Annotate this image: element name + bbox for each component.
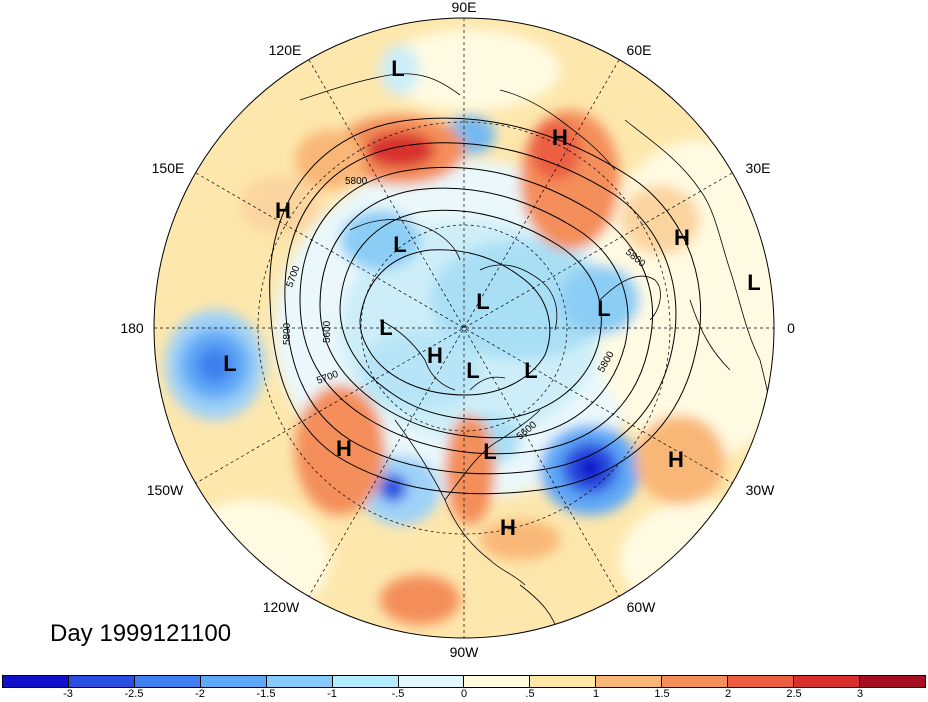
colorbar-tick-label: 1: [592, 688, 600, 700]
colorbar-swatch: [200, 676, 267, 687]
pressure-center-marker: L: [391, 56, 404, 81]
pressure-center-marker: H: [427, 343, 443, 368]
colorbar-tick-label: 2: [724, 688, 732, 700]
lon-label-60e: 60E: [627, 42, 652, 58]
colorbar-swatch: [794, 676, 860, 687]
colorbar-swatch: [530, 676, 597, 687]
lon-label-60w: 60W: [627, 599, 657, 615]
anomaly-field: [154, 18, 774, 638]
colorbar-swatch: [596, 676, 663, 687]
lon-label-30w: 30W: [746, 482, 776, 498]
lon-label-30e: 30E: [746, 160, 771, 176]
lon-label-120e: 120E: [269, 42, 302, 58]
height-contours: [269, 117, 702, 495]
colorbar-swatch: [332, 676, 399, 687]
pressure-center-marker: L: [466, 358, 479, 383]
colorbar-tick-label: -1.5: [256, 688, 276, 700]
longitude-labels: 90E 60E 30E 0 30W 60W 90W 120W 150W 180 …: [120, 0, 795, 660]
colorbar-swatch: [728, 676, 795, 687]
colorbar-swatch: [398, 676, 465, 687]
pressure-center-marker: L: [393, 232, 406, 257]
pressure-center-marker: H: [668, 447, 684, 472]
lon-label-90w: 90W: [450, 644, 480, 660]
pressure-center-marker: H: [275, 198, 291, 223]
pressure-center-marker: L: [597, 296, 610, 321]
pressure-center-marker: L: [223, 351, 236, 376]
colorbar-swatch: [662, 676, 729, 687]
lon-label-150e: 150E: [152, 160, 185, 176]
map-boundary: [153, 17, 775, 639]
pressure-center-marker: L: [476, 289, 489, 314]
contour-label: 5600: [322, 320, 333, 343]
pressure-center-marker: L: [524, 358, 537, 383]
colorbar-tick-label: -2.5: [124, 688, 144, 700]
colorbar-tick-label: 0: [460, 688, 468, 700]
colorbar-tick-label: -.5: [391, 688, 405, 700]
colorbar-tick-label: -3: [63, 688, 73, 700]
lon-label-90e: 90E: [452, 0, 477, 15]
colorbar-swatch: [3, 676, 69, 687]
colorbar-swatch: [266, 676, 333, 687]
colorbar-tick-label: -1: [327, 688, 337, 700]
figure-title: Day 1999121100: [50, 620, 232, 647]
colorbar-ticks: -3 -2.5 -2 -1.5 -1 -.5 0 .5 1 1.5 2 2.5 3: [0, 688, 928, 702]
colorbar-swatch: [464, 676, 531, 687]
colorbar-tick-label: -2: [195, 688, 205, 700]
pressure-center-marker: L: [747, 270, 760, 295]
colorbar-swatch: [859, 676, 925, 687]
colorbar-tick-label: .5: [525, 688, 535, 700]
colorbar: [2, 675, 926, 688]
pressure-center-marker: H: [336, 436, 352, 461]
pressure-center-marker: H: [500, 515, 516, 540]
graticule: [154, 18, 774, 638]
colorbar-tick-label: 3: [856, 688, 864, 700]
colorbar-swatch: [68, 676, 135, 687]
lon-label-150w: 150W: [147, 482, 184, 498]
pressure-center-marker: H: [552, 125, 568, 150]
pressure-center-marker: L: [379, 315, 392, 340]
lon-label-180: 180: [120, 320, 144, 336]
colorbar-tick-label: 2.5: [786, 688, 802, 700]
colorbar-swatch: [134, 676, 201, 687]
contour-label: 5800: [282, 322, 293, 345]
lon-label-0: 0: [787, 320, 795, 336]
pressure-centers: L H H L H L L L L H L L L L H H H: [223, 56, 760, 540]
coastlines: [299, 73, 773, 638]
pressure-center-marker: H: [674, 225, 690, 250]
colorbar-tick-label: 1.5: [654, 688, 670, 700]
contour-label: 5800: [345, 176, 368, 187]
lon-label-120w: 120W: [263, 599, 300, 615]
pressure-center-marker: L: [483, 439, 496, 464]
